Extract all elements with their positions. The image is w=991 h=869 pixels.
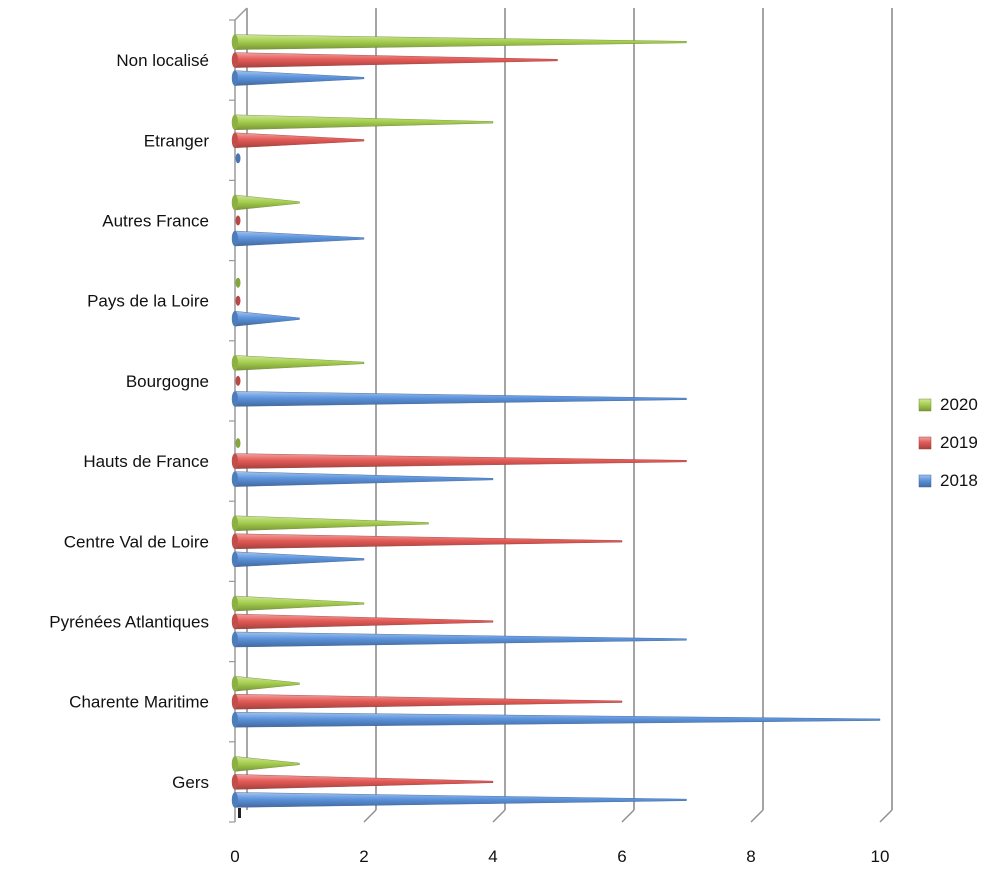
gridline-floor-2	[363, 809, 377, 823]
bar-2018-etranger	[235, 153, 241, 164]
origin-marker	[238, 808, 241, 818]
category-label-etranger: Etranger	[144, 131, 210, 150]
gridline-floor-8	[750, 809, 764, 823]
bar-2020-charente-maritime	[231, 675, 300, 692]
bar-2020-gers	[231, 756, 300, 772]
bar-2018-hauts-de-france	[231, 471, 494, 487]
bar-2018-pyrenees-atlantiques	[231, 631, 687, 648]
bar-2018-autres-france-base	[232, 231, 238, 246]
bar-2020-pyrenees-atlantiques	[231, 595, 365, 612]
bar-2018-centre-val-de-loire	[231, 551, 365, 568]
bar-2019-charente-maritime	[231, 693, 623, 710]
bar-2019-hauts-de-france-base	[232, 453, 238, 469]
x-tick-label: 0	[230, 847, 239, 866]
bar-2019-pyrenees-atlantiques-base	[232, 614, 238, 629]
bar-2018-charente-maritime	[231, 711, 881, 728]
gridline-floor-6	[621, 809, 635, 823]
x-tick-label: 6	[617, 847, 626, 866]
bar-2020-non-localise	[231, 34, 687, 50]
bar-2018-hauts-de-france-base	[232, 471, 238, 487]
bar-2019-centre-val-de-loire-base	[232, 533, 238, 549]
legend-label-2019: 2019	[940, 433, 978, 452]
bar-2019-gers-base	[232, 774, 238, 790]
bar-2020-bourgogne	[231, 355, 365, 371]
legend-swatch-2020	[918, 398, 932, 412]
bar-2018-bourgogne	[231, 391, 687, 407]
bar-2018-centre-val-de-loire-base	[232, 551, 238, 567]
legend-label-2020: 2020	[940, 395, 978, 414]
bar-2020-autres-france-base	[232, 195, 238, 210]
bar-2019-charente-maritime-base	[232, 694, 238, 710]
category-label-autres-france: Autres France	[102, 212, 209, 231]
bar-2018-gers	[231, 792, 687, 808]
bar-2018-non-localise-base	[232, 70, 238, 86]
x-tick-label: 4	[488, 847, 497, 866]
bar-2019-gers	[231, 774, 494, 790]
bar-2019-etranger-base	[232, 132, 238, 148]
x-tick-label: 2	[359, 847, 368, 866]
bar-2019-autres-france	[235, 215, 241, 226]
bar-2018-bourgogne-base	[232, 391, 238, 407]
category-label-non-localise: Non localisé	[116, 51, 209, 70]
left-wall-top-edge	[234, 7, 248, 21]
bar-2019-hauts-de-france	[231, 453, 687, 469]
bar-2018-gers-base	[232, 792, 238, 808]
bar-2020-charente-maritime-base	[232, 676, 238, 692]
legend-swatch-2018	[918, 474, 932, 488]
category-label-gers: Gers	[172, 773, 209, 792]
bar-2019-etranger	[231, 132, 365, 149]
bar-2018-autres-france	[231, 230, 365, 247]
bar-2020-gers-base	[232, 756, 238, 772]
category-label-charente-maritime: Charente Maritime	[69, 693, 209, 712]
bar-2020-non-localise-base	[232, 34, 238, 50]
bar-2019-non-localise	[231, 52, 558, 68]
bar-2018-pyrenees-atlantiques-base	[232, 632, 238, 647]
legend-swatch-2019	[918, 436, 932, 450]
bar-2018-pays-de-la-loire	[231, 310, 300, 327]
category-label-hauts-de-france: Hauts de France	[83, 452, 209, 471]
bar-2018-non-localise	[231, 70, 365, 86]
x-tick-label: 10	[871, 847, 890, 866]
bar-2018-charente-maritime-base	[232, 712, 238, 728]
x-tick-label: 8	[746, 847, 755, 866]
bar-2020-hauts-de-france	[235, 438, 241, 449]
bar-2019-centre-val-de-loire	[231, 533, 623, 550]
bar-2019-pyrenees-atlantiques	[231, 613, 494, 630]
category-label-pays-de-la-loire: Pays de la Loire	[87, 292, 209, 311]
bar-2019-pays-de-la-loire	[235, 295, 241, 306]
legend-label-2018: 2018	[940, 471, 978, 490]
bar-2020-centre-val-de-loire	[231, 515, 429, 532]
bar-2020-centre-val-de-loire-base	[232, 515, 238, 531]
bar-2019-non-localise-base	[232, 52, 238, 68]
bar-2019-bourgogne	[235, 375, 241, 386]
category-label-bourgogne: Bourgogne	[126, 372, 209, 391]
category-label-centre-val-de-loire: Centre Val de Loire	[64, 532, 209, 551]
category-label-pyrenees-atlantiques: Pyrénées Atlantiques	[49, 613, 209, 632]
bar-2020-bourgogne-base	[232, 355, 238, 371]
bar-2020-etranger	[231, 114, 494, 131]
bar-2020-autres-france	[231, 194, 300, 211]
bar-2020-pays-de-la-loire	[235, 277, 241, 288]
bar-2020-pyrenees-atlantiques-base	[232, 596, 238, 611]
bar-2020-etranger-base	[232, 114, 238, 130]
gridline-floor-4	[492, 809, 506, 823]
gridline-floor-10	[879, 809, 893, 823]
bar-2018-pays-de-la-loire-base	[232, 311, 238, 327]
